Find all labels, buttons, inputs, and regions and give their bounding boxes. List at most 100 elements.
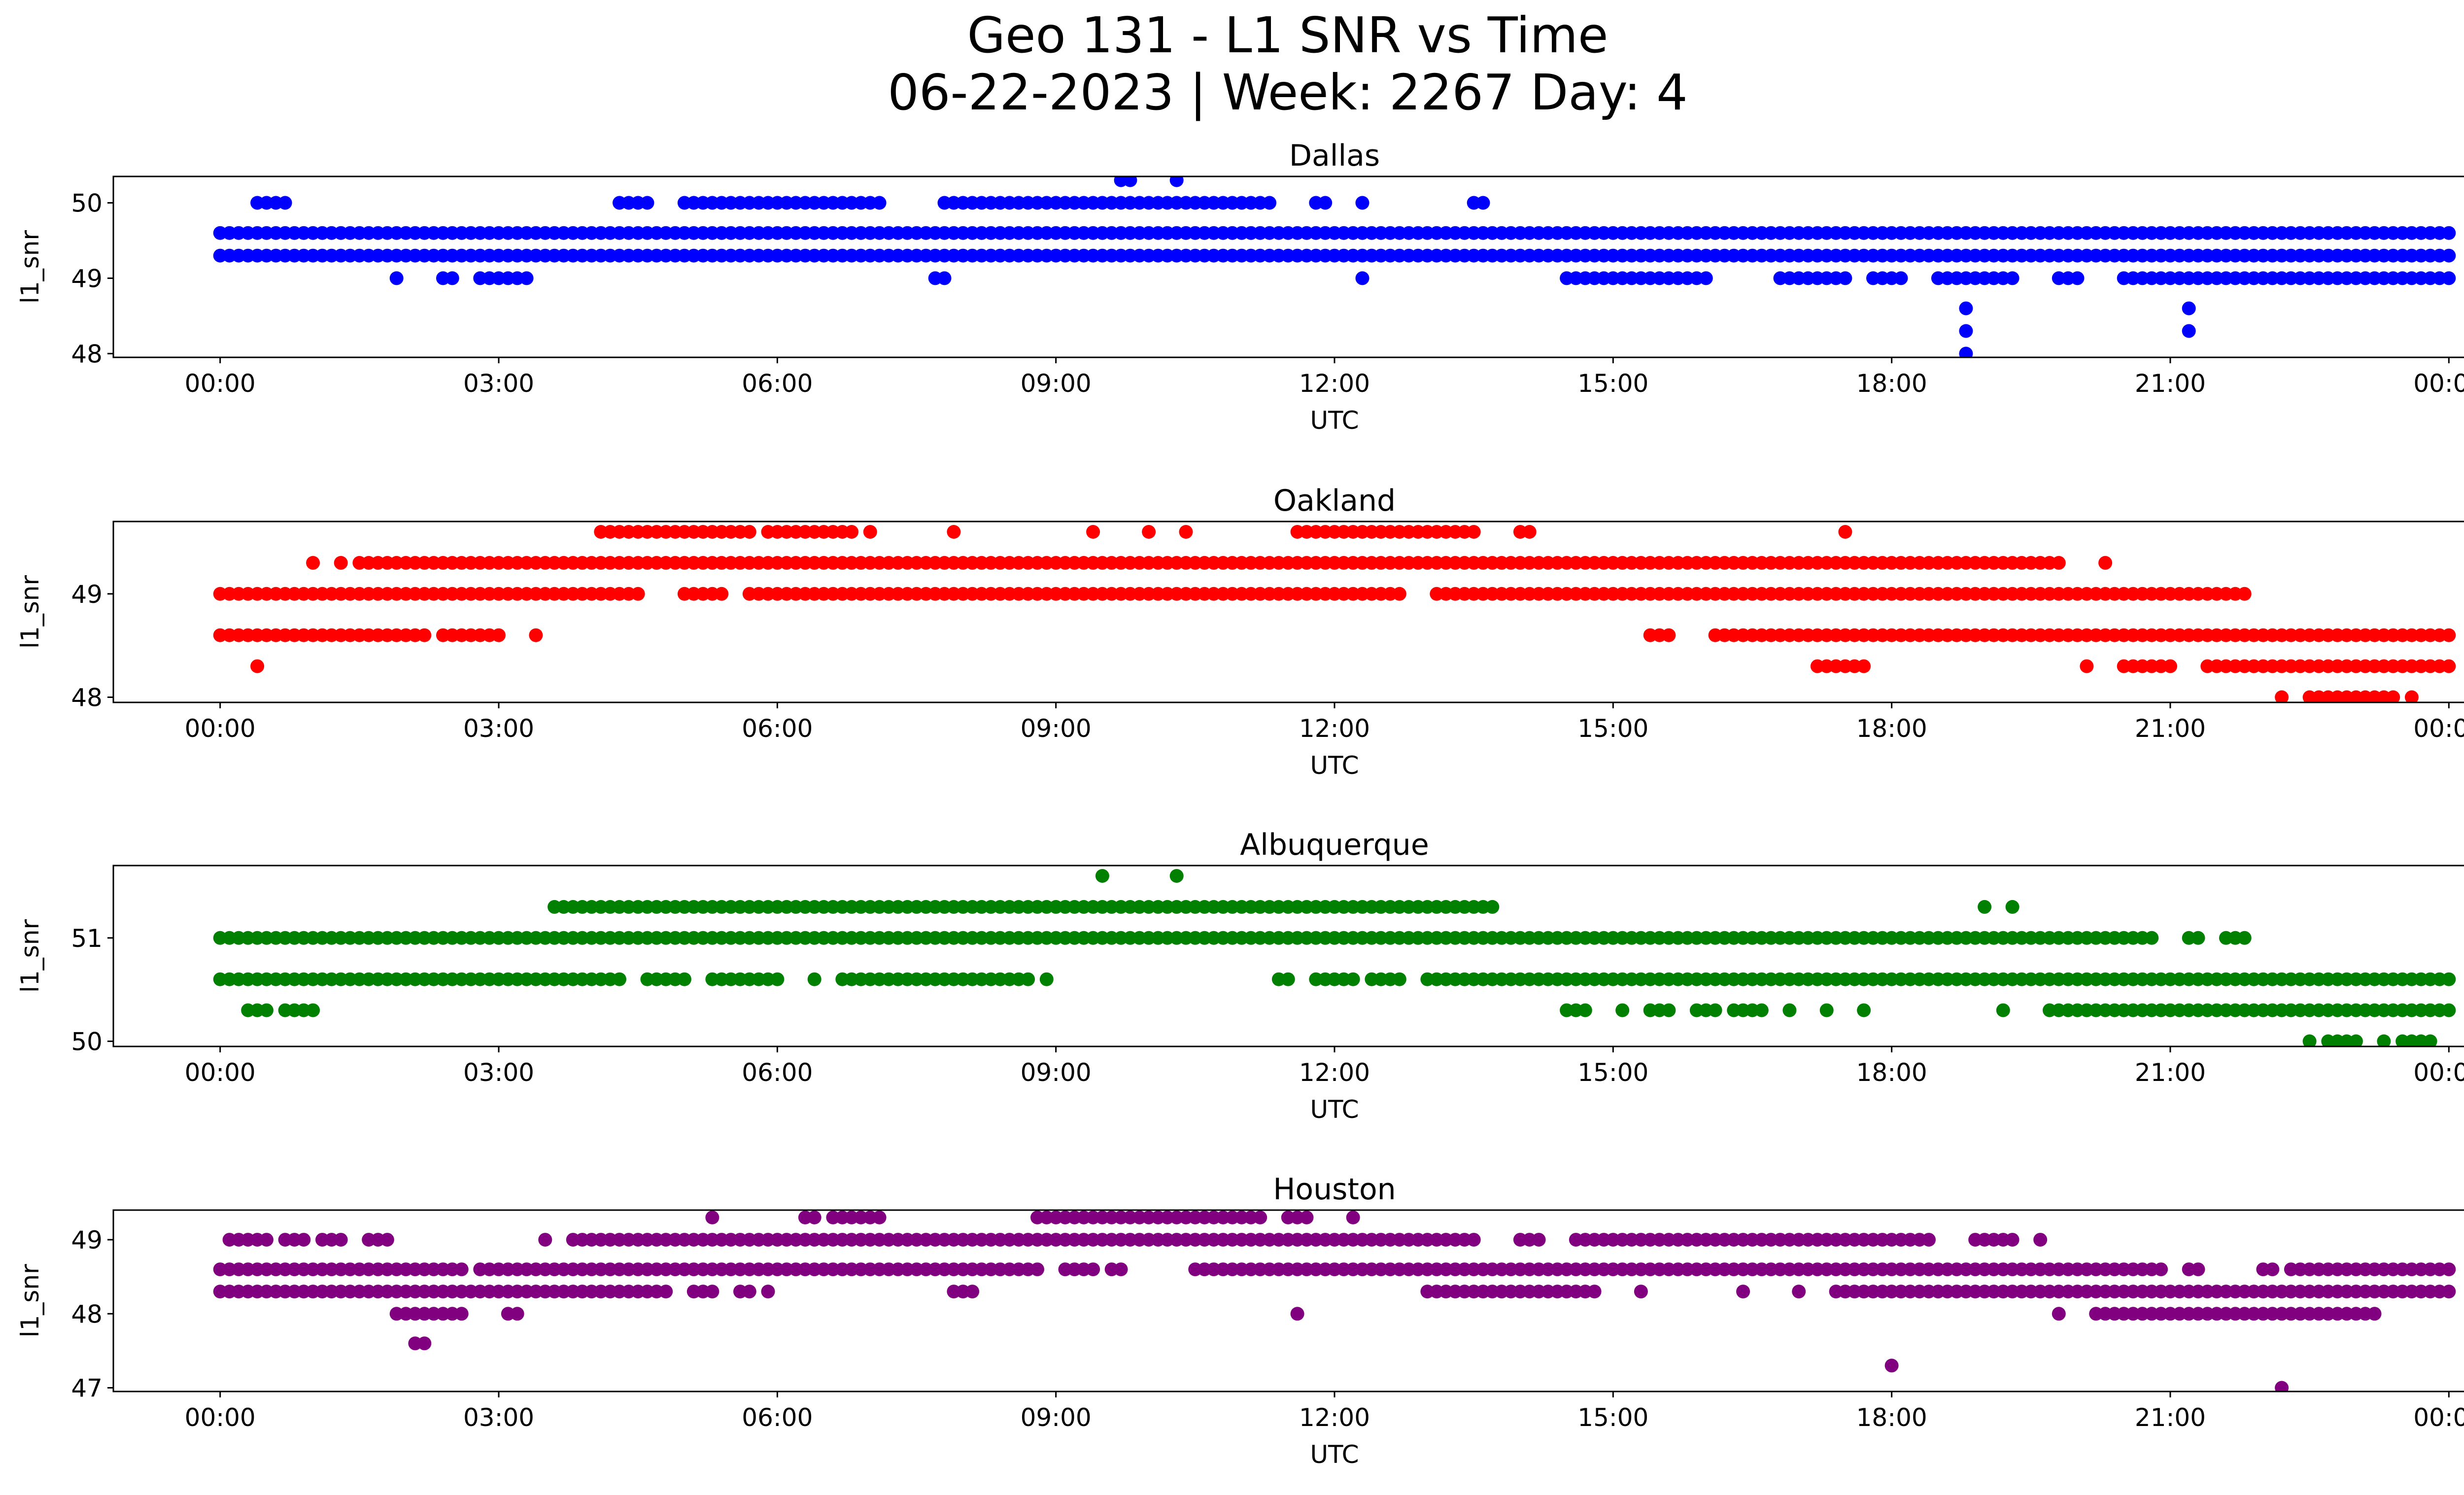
- data-point: [1114, 1262, 1128, 1277]
- data-point: [705, 1211, 719, 1224]
- data-point: [519, 271, 534, 285]
- data-point: [742, 1285, 756, 1299]
- axes-frame: [112, 521, 2464, 703]
- x-tick-label: 18:00: [1856, 1058, 1927, 1087]
- data-point: [1522, 525, 1537, 539]
- data-point: [863, 525, 877, 539]
- data-point: [250, 659, 265, 673]
- data-point: [1346, 1211, 1360, 1224]
- x-tick-label: 12:00: [1299, 369, 1370, 398]
- data-point: [807, 1211, 821, 1224]
- data-point: [1857, 659, 1871, 673]
- data-point: [259, 1233, 274, 1247]
- x-axis-label: UTC: [1310, 406, 1359, 435]
- data-point: [306, 1003, 320, 1017]
- data-point: [1179, 525, 1193, 539]
- data-point: [1959, 347, 1973, 357]
- data-point: [1615, 1003, 1630, 1017]
- x-tick-label: 15:00: [1577, 1403, 1648, 1432]
- data-point: [1587, 1285, 1602, 1299]
- x-tick-label: 03:00: [463, 369, 534, 398]
- data-point: [1263, 196, 1277, 210]
- data-point: [1485, 900, 1500, 914]
- data-point: [2442, 271, 2456, 285]
- y-tick-label: 51: [71, 924, 103, 953]
- chart-dallas: 00:00 03:00 06:00 09:00 12:00 15:00 18:00 21:00…: [16, 139, 2464, 435]
- x-tick-label: 09:00: [1021, 1403, 1092, 1432]
- y-axis-label: l1_snr: [16, 1264, 44, 1337]
- y-axis-label: l1_snr: [16, 575, 44, 649]
- data-point: [1355, 196, 1369, 210]
- data-point: [1838, 525, 1852, 539]
- data-point: [417, 628, 432, 642]
- x-tick-label: 00:00: [185, 369, 256, 398]
- data-point: [1318, 196, 1333, 210]
- data-point: [761, 1285, 775, 1299]
- x-tick-label: 06:00: [742, 369, 813, 398]
- x-tick-label: 09:00: [1021, 714, 1092, 743]
- chart-houston: 00:00 03:00 06:00 09:00 12:00 15:00 18:00 21:00…: [16, 1172, 2464, 1469]
- data-point: [2191, 1262, 2205, 1277]
- data-point: [2237, 931, 2252, 945]
- data-point: [1095, 869, 1109, 883]
- data-point: [2237, 587, 2252, 601]
- data-point: [2442, 1003, 2456, 1017]
- data-point: [1782, 1003, 1797, 1017]
- figure-title-line-2: 06-22-2023 | Week: 2267 Day: 4: [888, 64, 1688, 121]
- data-point: [1894, 271, 1908, 285]
- subplot-title: Dallas: [1289, 139, 1380, 173]
- data-point: [2442, 628, 2456, 642]
- data-point: [2442, 1262, 2456, 1277]
- axes-frame: [112, 175, 2464, 358]
- x-axis-label: UTC: [1310, 751, 1359, 780]
- data-point: [1662, 1003, 1676, 1017]
- data-point: [1169, 869, 1184, 883]
- series-oakland-points: [213, 525, 2456, 702]
- x-tick-label: 15:00: [1577, 369, 1648, 398]
- data-point: [2098, 556, 2113, 570]
- x-tick-label: 21:00: [2135, 714, 2206, 743]
- x-tick-label: 00:00: [185, 1403, 256, 1432]
- data-point: [1476, 196, 1490, 210]
- chart-albuquerque: 00:00 03:00 06:00 09:00 12:00 15:00 18:00 21:00…: [16, 828, 2464, 1124]
- x-tick-label: 00:00: [2413, 714, 2464, 743]
- data-point: [454, 1262, 469, 1277]
- data-point: [631, 587, 645, 601]
- data-point: [1996, 1003, 2010, 1017]
- x-tick-label: 09:00: [1021, 369, 1092, 398]
- data-point: [677, 972, 691, 986]
- data-point: [334, 1233, 348, 1247]
- data-point: [259, 1003, 274, 1017]
- y-axis-label: l1_snr: [16, 919, 44, 993]
- series-albuquerque-points: [213, 869, 2456, 1046]
- data-point: [1253, 1211, 1267, 1224]
- data-point: [1169, 176, 1184, 187]
- data-point: [2033, 1233, 2048, 1247]
- data-point: [1086, 1262, 1100, 1277]
- data-point: [1355, 271, 1369, 285]
- data-point: [770, 972, 785, 986]
- data-point: [2080, 659, 2094, 673]
- data-point: [2005, 900, 2019, 914]
- data-point: [2442, 1285, 2456, 1299]
- data-point: [2377, 1034, 2391, 1046]
- data-point: [2163, 659, 2177, 673]
- data-point: [2182, 301, 2196, 315]
- data-point: [1346, 972, 1360, 986]
- x-tick-label: 12:00: [1299, 1058, 1370, 1087]
- axes-frame: [112, 865, 2464, 1047]
- data-point: [1634, 1285, 1648, 1299]
- x-tick-label: 00:00: [2413, 369, 2464, 398]
- data-point: [1792, 1285, 1806, 1299]
- subplot-title: Houston: [1273, 1172, 1396, 1207]
- data-point: [1708, 1003, 1722, 1017]
- y-tick-label: 49: [71, 264, 103, 293]
- data-point: [2145, 931, 2159, 945]
- data-point: [613, 972, 626, 986]
- data-point: [1467, 525, 1481, 539]
- x-tick-label: 12:00: [1299, 1403, 1370, 1432]
- x-tick-label: 00:00: [185, 1058, 256, 1087]
- data-point: [538, 1233, 552, 1247]
- x-tick-label: 18:00: [1856, 1403, 1927, 1432]
